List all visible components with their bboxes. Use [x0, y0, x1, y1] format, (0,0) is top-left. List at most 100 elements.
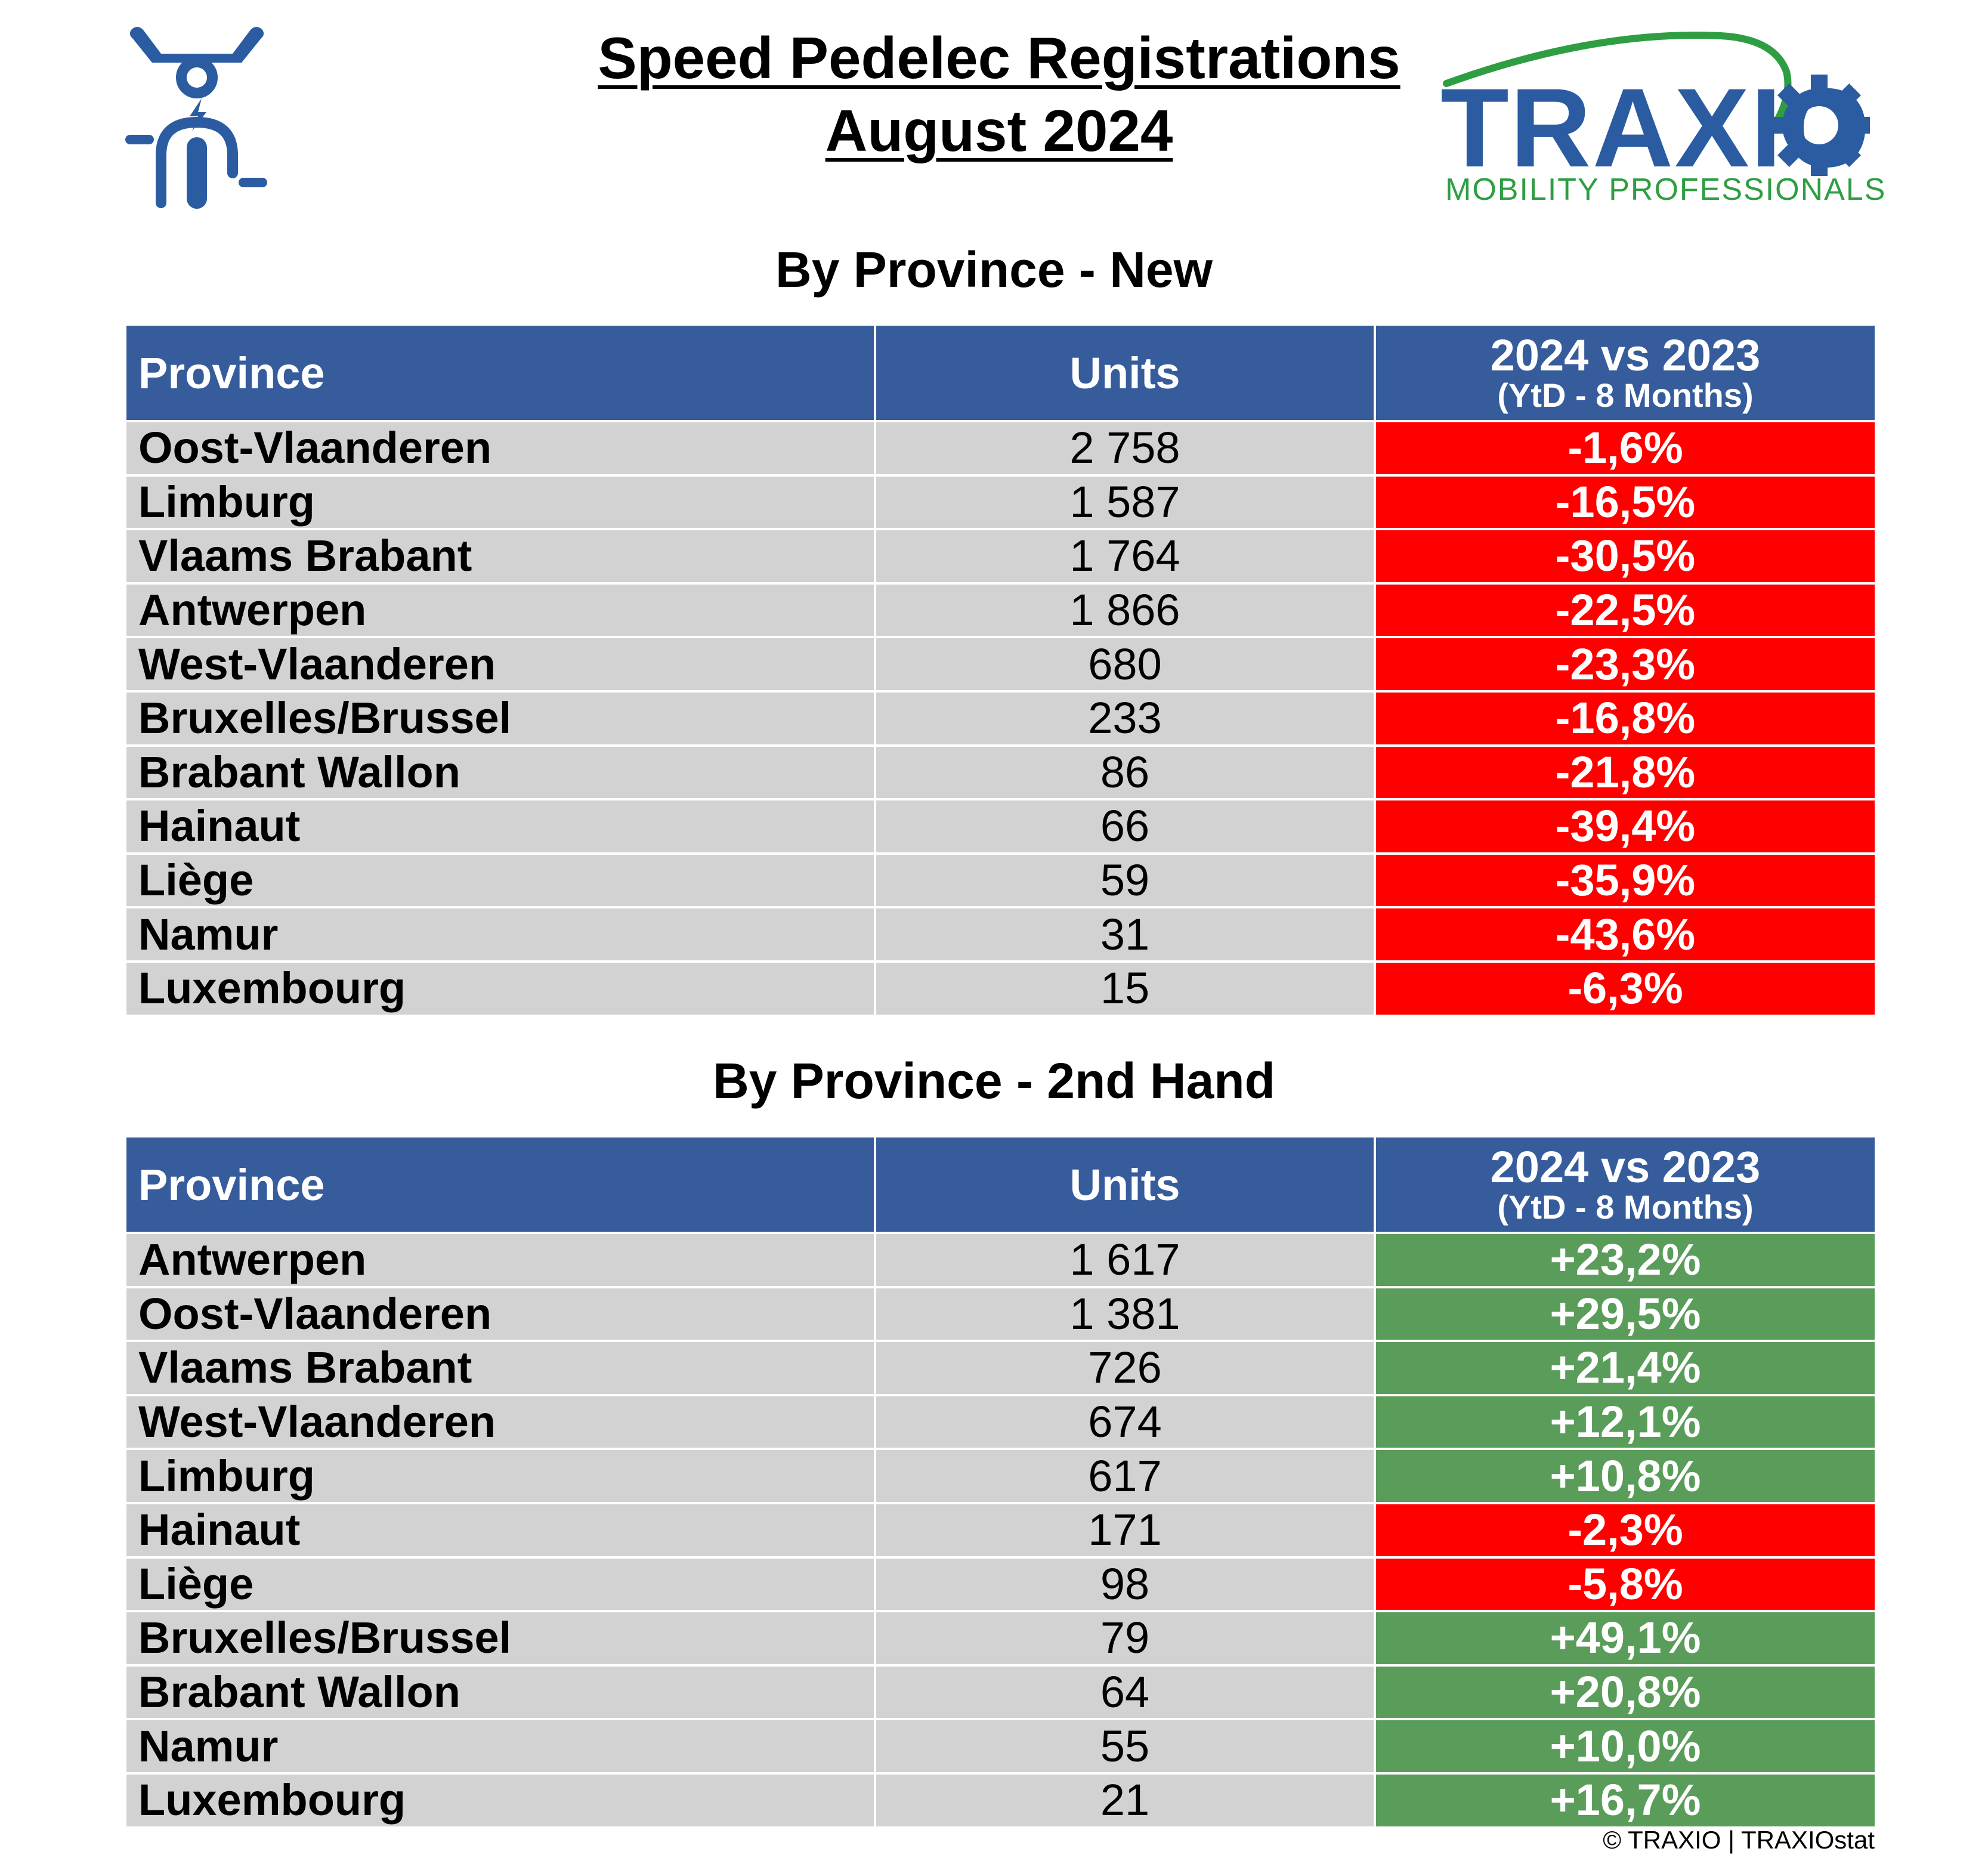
- column-header-change-sub: (YtD - 8 Months): [1497, 1188, 1754, 1226]
- province-cell: Brabant Wallon: [124, 744, 876, 801]
- table-row: Hainaut 66 -39,4%: [124, 798, 1877, 855]
- province-cell: Namur: [124, 1718, 876, 1775]
- table-row: Liège 59 -35,9%: [124, 852, 1877, 909]
- change-cell: +10,8%: [1374, 1448, 1877, 1504]
- change-cell: -43,6%: [1374, 906, 1877, 963]
- column-header-province: Province: [124, 1135, 876, 1234]
- change-cell: +10,0%: [1374, 1718, 1877, 1775]
- change-cell: -35,9%: [1374, 852, 1877, 909]
- units-cell: 1 617: [874, 1232, 1376, 1288]
- table-row: Oost-Vlaanderen 1 381 +29,5%: [124, 1285, 1877, 1343]
- change-cell: +49,1%: [1374, 1610, 1877, 1667]
- units-cell: 1 764: [874, 528, 1376, 585]
- change-cell: +16,7%: [1374, 1772, 1877, 1829]
- units-cell: 1 866: [874, 582, 1376, 639]
- units-cell: 86: [874, 744, 1376, 801]
- table-row: Namur 31 -43,6%: [124, 906, 1877, 963]
- table-row: Oost-Vlaanderen 2 758 -1,6%: [124, 420, 1877, 477]
- traxio-logo: TRAXIO MOBILITY PROFESSIONALS: [1440, 18, 1885, 215]
- change-cell: -2,3%: [1374, 1501, 1877, 1559]
- province-cell: Vlaams Brabant: [124, 528, 876, 585]
- units-cell: 1 587: [874, 474, 1376, 531]
- logo-wordmark: TRAXIO: [1440, 65, 1872, 190]
- change-cell: -5,8%: [1374, 1556, 1877, 1613]
- column-header-change-sub: (YtD - 8 Months): [1497, 376, 1754, 415]
- units-cell: 726: [874, 1340, 1376, 1396]
- column-header-province: Province: [124, 323, 876, 422]
- units-cell: 55: [874, 1718, 1376, 1775]
- second-hand-registrations-table: Province Units 2024 vs 2023 (YtD - 8 Mon…: [124, 1135, 1877, 1829]
- column-header-change: 2024 vs 2023 (YtD - 8 Months): [1374, 323, 1877, 422]
- change-cell: -39,4%: [1374, 798, 1877, 855]
- speed-pedelec-rider-icon: [125, 27, 267, 209]
- province-cell: Limburg: [124, 474, 876, 531]
- table-row: Bruxelles/Brussel 79 +49,1%: [124, 1610, 1877, 1667]
- table-row: West-Vlaanderen 674 +12,1%: [124, 1393, 1877, 1451]
- table-row: Bruxelles/Brussel 233 -16,8%: [124, 690, 1877, 747]
- section-title-second-hand: By Province - 2nd Hand: [713, 1053, 1275, 1109]
- column-header-change-main: 2024 vs 2023: [1490, 330, 1761, 380]
- province-cell: Antwerpen: [124, 582, 876, 639]
- province-cell: Oost-Vlaanderen: [124, 420, 876, 477]
- units-cell: 617: [874, 1448, 1376, 1504]
- province-cell: Antwerpen: [124, 1232, 876, 1288]
- province-cell: Oost-Vlaanderen: [124, 1285, 876, 1343]
- units-cell: 59: [874, 852, 1376, 909]
- change-cell: +21,4%: [1374, 1340, 1877, 1396]
- change-cell: -1,6%: [1374, 420, 1877, 477]
- units-cell: 66: [874, 798, 1376, 855]
- change-cell: +29,5%: [1374, 1285, 1877, 1343]
- units-cell: 31: [874, 906, 1376, 963]
- column-header-change: 2024 vs 2023 (YtD - 8 Months): [1374, 1135, 1877, 1234]
- province-cell: Luxembourg: [124, 1772, 876, 1829]
- units-cell: 2 758: [874, 420, 1376, 477]
- table-header-row: Province Units 2024 vs 2023 (YtD - 8 Mon…: [124, 1135, 1877, 1234]
- province-cell: Bruxelles/Brussel: [124, 690, 876, 747]
- new-registrations-table: Province Units 2024 vs 2023 (YtD - 8 Mon…: [124, 323, 1877, 1017]
- units-cell: 79: [874, 1610, 1376, 1667]
- table-row: Brabant Wallon 64 +20,8%: [124, 1664, 1877, 1721]
- change-cell: -16,8%: [1374, 690, 1877, 747]
- logo-tagline: MOBILITY PROFESSIONALS: [1445, 172, 1887, 207]
- units-cell: 171: [874, 1501, 1376, 1559]
- copyright-footer: © TRAXIO | TRAXIOstat: [1603, 1826, 1875, 1854]
- province-cell: Vlaams Brabant: [124, 1340, 876, 1396]
- table-header-row: Province Units 2024 vs 2023 (YtD - 8 Mon…: [124, 323, 1877, 422]
- table-row: Limburg 617 +10,8%: [124, 1448, 1877, 1504]
- province-cell: West-Vlaanderen: [124, 1393, 876, 1451]
- table-row: Hainaut 171 -2,3%: [124, 1501, 1877, 1559]
- change-cell: -30,5%: [1374, 528, 1877, 585]
- change-cell: -23,3%: [1374, 636, 1877, 693]
- page-title: Speed Pedelec Registrations: [598, 25, 1400, 91]
- units-cell: 674: [874, 1393, 1376, 1451]
- units-cell: 1 381: [874, 1285, 1376, 1343]
- table-row: Luxembourg 15 -6,3%: [124, 960, 1877, 1017]
- change-cell: -21,8%: [1374, 744, 1877, 801]
- column-header-units: Units: [874, 1135, 1376, 1234]
- change-cell: -16,5%: [1374, 474, 1877, 531]
- units-cell: 680: [874, 636, 1376, 693]
- province-cell: Namur: [124, 906, 876, 963]
- column-header-units: Units: [874, 323, 1376, 422]
- units-cell: 21: [874, 1772, 1376, 1829]
- table-row: Limburg 1 587 -16,5%: [124, 474, 1877, 531]
- units-cell: 15: [874, 960, 1376, 1017]
- table-row: Vlaams Brabant 726 +21,4%: [124, 1340, 1877, 1396]
- change-cell: -6,3%: [1374, 960, 1877, 1017]
- table-row: Vlaams Brabant 1 764 -30,5%: [124, 528, 1877, 585]
- units-cell: 98: [874, 1556, 1376, 1613]
- table-row: West-Vlaanderen 680 -23,3%: [124, 636, 1877, 693]
- province-cell: Hainaut: [124, 1501, 876, 1559]
- units-cell: 64: [874, 1664, 1376, 1721]
- table-row: Antwerpen 1 617 +23,2%: [124, 1232, 1877, 1288]
- logo-swoosh-and-gear: [1443, 32, 1870, 176]
- table-row: Brabant Wallon 86 -21,8%: [124, 744, 1877, 801]
- province-cell: Luxembourg: [124, 960, 876, 1017]
- province-cell: Liège: [124, 1556, 876, 1613]
- change-cell: -22,5%: [1374, 582, 1877, 639]
- table-row: Luxembourg 21 +16,7%: [124, 1772, 1877, 1829]
- province-cell: Limburg: [124, 1448, 876, 1504]
- province-cell: Hainaut: [124, 798, 876, 855]
- change-cell: +23,2%: [1374, 1232, 1877, 1288]
- section-title-new: By Province - New: [775, 242, 1213, 298]
